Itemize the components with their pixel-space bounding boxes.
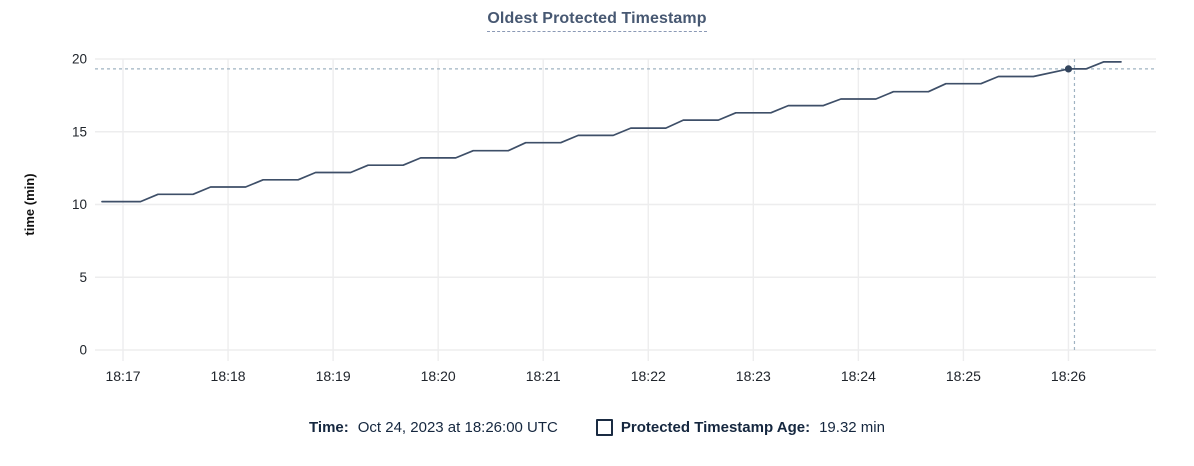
tooltip-time-label: Time: [309, 419, 349, 436]
y-axis-label: time (min) [22, 173, 37, 235]
x-tick-label: 18:23 [736, 368, 771, 384]
x-tick-label: 18:19 [316, 368, 351, 384]
y-tick-label: 5 [79, 270, 87, 285]
y-tick-label: 10 [72, 197, 87, 212]
y-tick-label: 15 [72, 124, 87, 139]
timeseries-chart[interactable]: 0 5 10 15 20 18:17 18:18 18:19 18:20 18:21 18:22 18… [0, 0, 1194, 400]
series-toggle-checkbox[interactable] [595, 419, 613, 436]
series-label: Protected Timestamp Age: [620, 419, 811, 436]
tooltip-time-value: Oct 24, 2023 at 18:26:00 UTC [357, 419, 558, 436]
x-tick-label: 18:20 [421, 368, 456, 384]
x-tick-label: 18:22 [631, 368, 666, 384]
legend-item-protected-timestamp-age[interactable]: Protected Timestamp Age: 19.32 min [595, 419, 885, 436]
x-tick-label: 18:25 [946, 368, 981, 384]
tooltip-time: Time: Oct 24, 2023 at 18:26:00 UTC [309, 419, 558, 436]
chart-title[interactable]: Oldest Protected Timestamp [487, 10, 707, 32]
series-line-protected-timestamp-age [101, 61, 1122, 203]
tooltip-legend: Time: Oct 24, 2023 at 18:26:00 UTC Prote… [0, 419, 1194, 436]
chart-title-row: Oldest Protected Timestamp [0, 10, 1194, 32]
x-tick-label: 18:18 [211, 368, 246, 384]
x-tick-label: 18:26 [1051, 368, 1086, 384]
series-value: 19.32 min [819, 419, 885, 436]
y-tick-label: 20 [72, 52, 87, 67]
x-tick-label: 18:21 [526, 368, 561, 384]
highlighted-data-point[interactable] [1064, 65, 1073, 73]
x-tick-label: 18:24 [841, 368, 876, 384]
x-tick-label: 18:17 [105, 368, 140, 384]
y-tick-label: 0 [79, 343, 87, 358]
